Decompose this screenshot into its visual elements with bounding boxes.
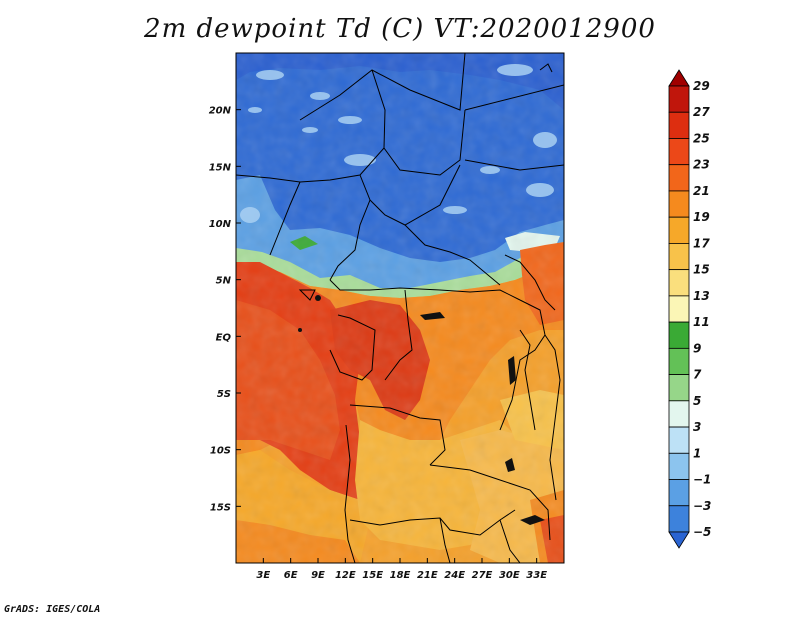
colorbar-label: 17 — [693, 236, 710, 250]
colorbar-label: −1 — [693, 473, 711, 487]
colorbar-swatch — [668, 426, 690, 454]
lat-tick-label: 15S — [210, 502, 231, 513]
colorbar: 29 27 25 23 21 19 17 15 13 11 9 7 5 3 1 −1 −3 −5 — [668, 69, 711, 549]
lon-tick-label: 6E — [284, 570, 298, 581]
colorbar-swatch — [668, 479, 690, 507]
colorbar-label: 29 — [693, 79, 710, 93]
colorbar-label: 9 — [693, 341, 701, 355]
lon-tick-label: 27E — [472, 570, 493, 581]
dewpoint-field — [236, 53, 564, 563]
colorbar-swatch — [668, 164, 690, 192]
lon-axis: 3E 6E 9E 12E 15E 18E 21E 24E 27E 30E 33E — [256, 558, 547, 581]
lon-tick-label: 21E — [417, 570, 438, 581]
lon-tick-label: 3E — [256, 570, 270, 581]
colorbar-label: −5 — [693, 525, 711, 539]
lon-tick-label: 9E — [311, 570, 325, 581]
chart-title: 2m dewpoint Td (C) VT:2020012900 — [144, 14, 656, 44]
colorbar-swatch — [668, 452, 690, 480]
lakes — [298, 295, 545, 525]
lon-tick-label: 18E — [390, 570, 411, 581]
lat-tick-label: 15N — [209, 162, 232, 173]
lon-tick-label: 24E — [444, 570, 465, 581]
lat-tick-label: 5S — [217, 389, 231, 400]
colorbar-label: 5 — [693, 394, 701, 408]
lat-axis: 20N 15N 10N 5N EQ 5S 10S 15S — [209, 106, 241, 513]
lat-tick-label: 20N — [209, 106, 232, 117]
lat-tick-label: EQ — [216, 332, 232, 343]
colorbar-label: 3 — [693, 420, 701, 434]
colorbar-swatch — [668, 243, 690, 271]
colorbar-swatch — [668, 374, 690, 402]
colorbar-swatch — [668, 400, 690, 428]
colorbar-swatch — [668, 111, 690, 139]
colorbar-swatch — [668, 321, 690, 349]
colorbar-swatch — [668, 69, 690, 87]
colorbar-label: −3 — [693, 499, 711, 513]
lat-tick-label: 5N — [216, 276, 232, 287]
colorbar-swatch — [668, 295, 690, 323]
colorbar-label: 27 — [693, 105, 710, 119]
colorbar-swatch — [668, 269, 690, 297]
lat-tick-label: 10N — [209, 219, 232, 230]
colorbar-label: 15 — [693, 263, 710, 277]
colorbar-label: 11 — [693, 315, 710, 329]
colorbar-label: 25 — [693, 131, 710, 145]
colorbar-label: 23 — [693, 158, 710, 172]
colorbar-swatch — [668, 85, 690, 113]
country-boundaries — [236, 53, 564, 563]
colorbar-label: 19 — [693, 210, 710, 224]
lat-tick-label: 10S — [210, 446, 231, 457]
colorbar-label: 1 — [693, 446, 701, 460]
colorbar-swatch — [668, 216, 690, 244]
colorbar-swatch — [668, 347, 690, 375]
footer-credit: GrADS: IGES/COLA — [4, 604, 101, 615]
colorbar-swatch — [668, 531, 690, 549]
colorbar-swatch — [668, 505, 690, 533]
colorbar-swatch — [668, 190, 690, 218]
lon-tick-label: 12E — [335, 570, 356, 581]
colorbar-label: 13 — [693, 289, 710, 303]
lon-tick-label: 33E — [526, 570, 547, 581]
colorbar-label: 21 — [693, 184, 710, 198]
lon-tick-label: 30E — [499, 570, 520, 581]
lon-tick-label: 15E — [362, 570, 383, 581]
colorbar-label: 7 — [693, 368, 702, 382]
colorbar-swatch — [668, 138, 690, 166]
